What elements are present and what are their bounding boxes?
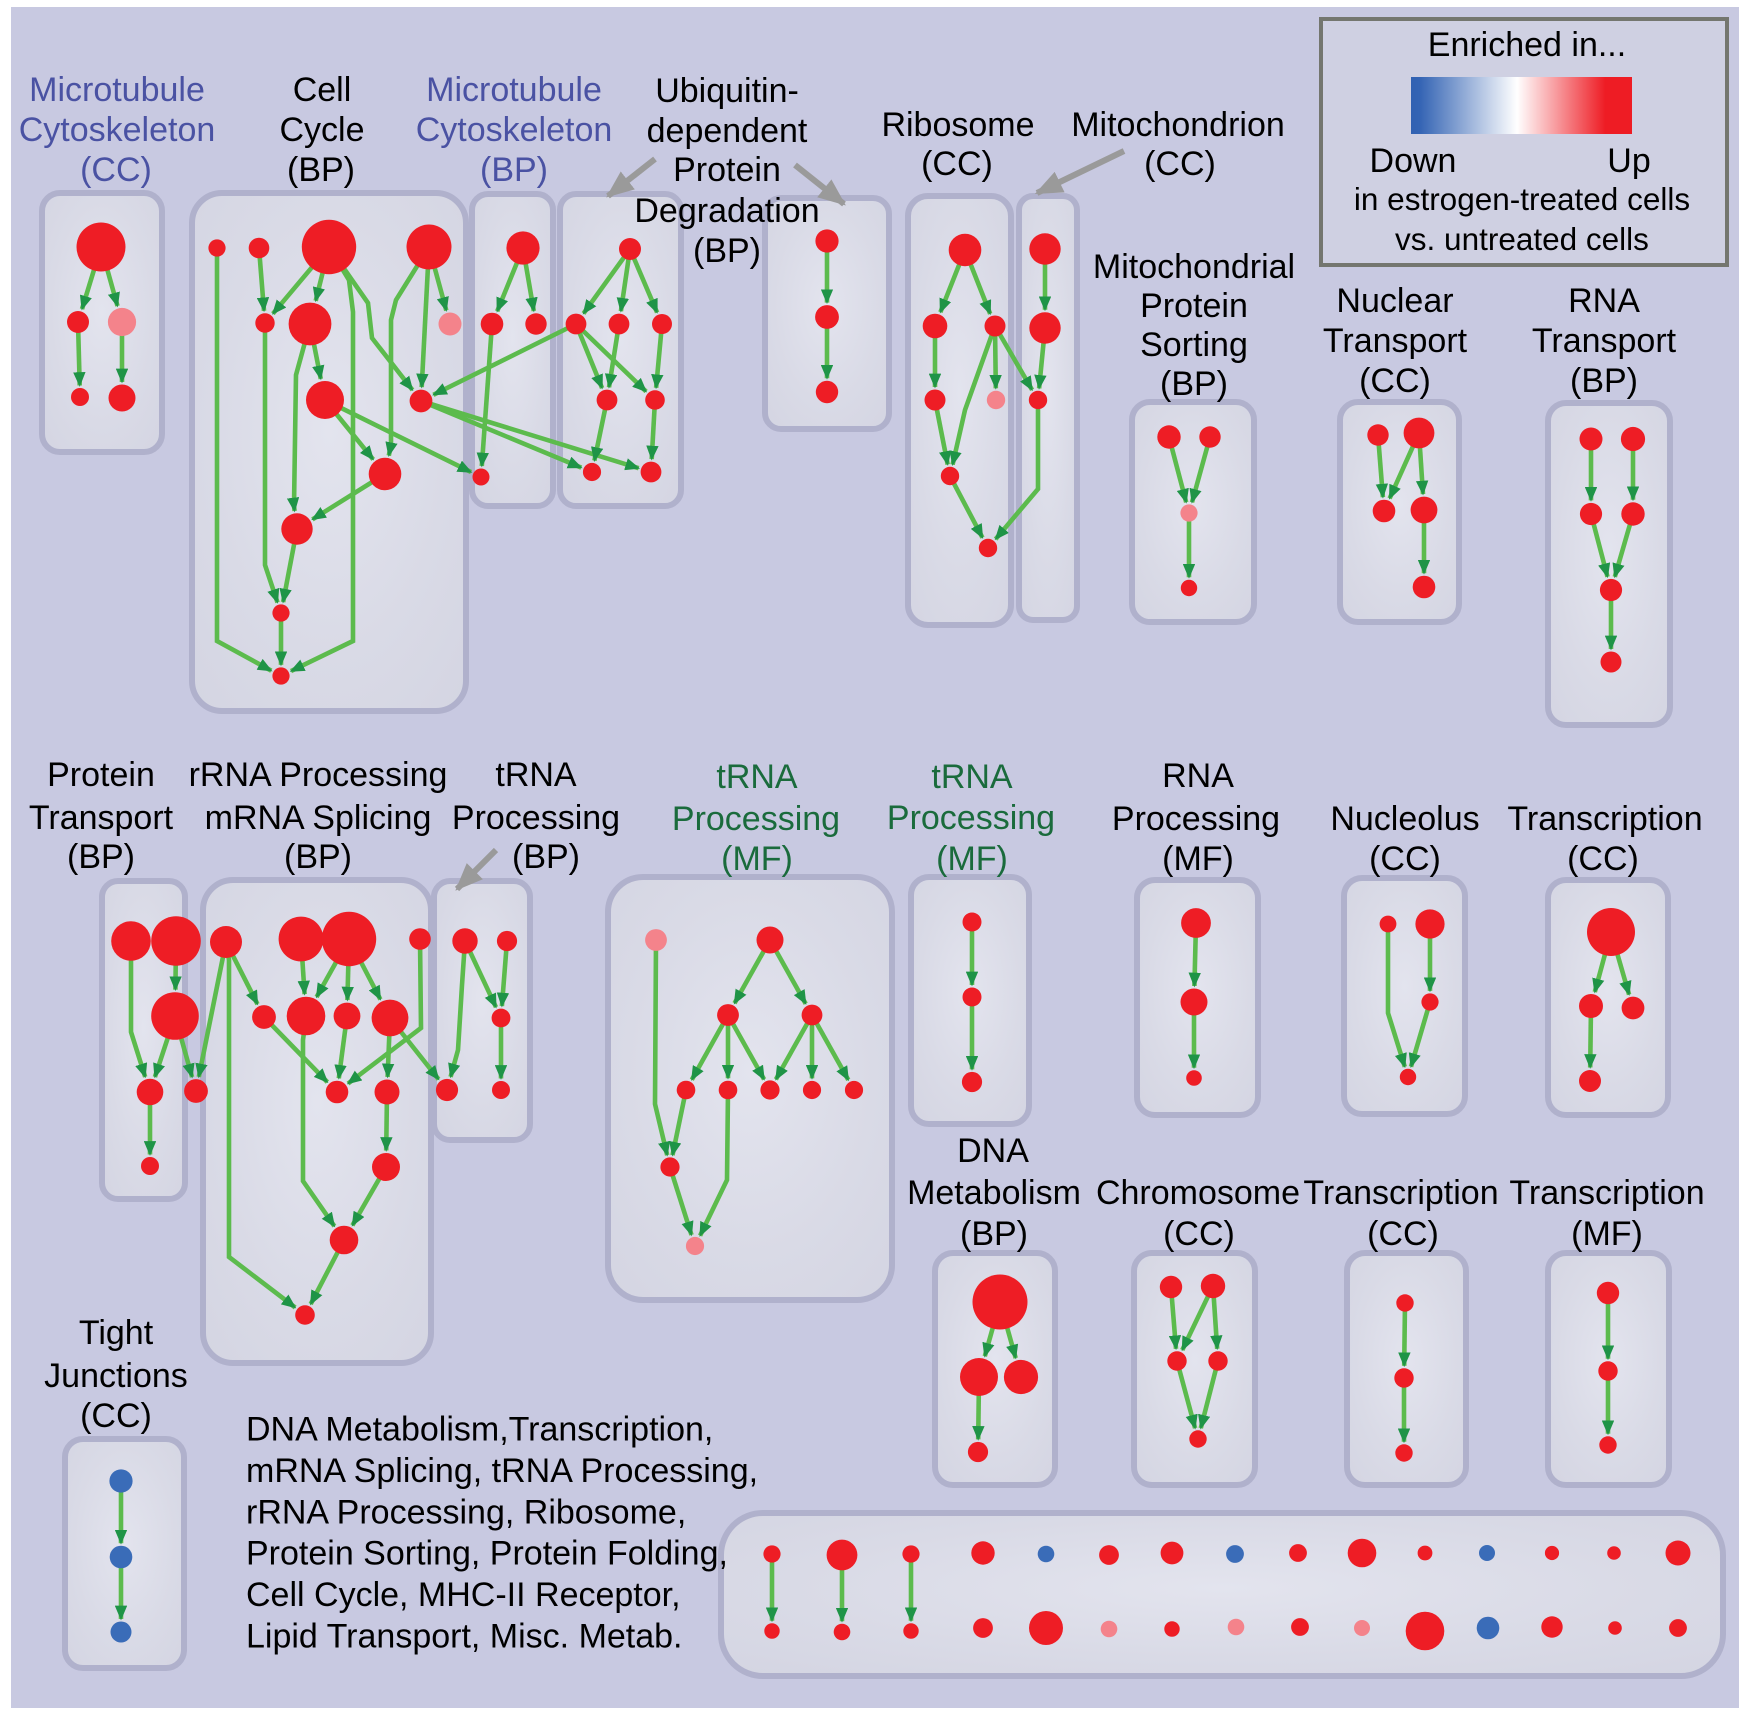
svg-text:Protein Sorting, Protein Foldi: Protein Sorting, Protein Folding, [246, 1535, 728, 1573]
svg-text:(MF): (MF) [1571, 1215, 1643, 1253]
svg-text:(CC): (CC) [921, 145, 993, 183]
svg-text:Processing: Processing [672, 800, 840, 838]
svg-text:Transport: Transport [29, 799, 174, 837]
svg-text:(MF): (MF) [936, 840, 1008, 878]
svg-text:Mitochondrial: Mitochondrial [1093, 248, 1295, 286]
svg-text:(CC): (CC) [1144, 145, 1216, 183]
svg-text:Protein: Protein [673, 151, 781, 189]
svg-text:(CC): (CC) [1567, 840, 1639, 878]
svg-text:(BP): (BP) [1160, 365, 1228, 403]
svg-text:Sorting: Sorting [1140, 326, 1248, 364]
svg-text:vs. untreated cells: vs. untreated cells [1395, 221, 1649, 257]
svg-text:DNA: DNA [957, 1132, 1029, 1170]
svg-text:DNA Metabolism,Transcription,: DNA Metabolism,Transcription, [246, 1411, 713, 1449]
svg-text:Junctions: Junctions [44, 1357, 188, 1395]
svg-text:(MF): (MF) [1162, 840, 1234, 878]
svg-text:Transcription: Transcription [1509, 1174, 1704, 1212]
svg-text:(BP): (BP) [284, 838, 352, 876]
svg-text:Transport: Transport [1532, 322, 1677, 360]
svg-text:Microtubule: Microtubule [426, 71, 602, 109]
svg-text:tRNA: tRNA [931, 758, 1013, 796]
svg-text:Cell Cycle, MHC-II Receptor,: Cell Cycle, MHC-II Receptor, [246, 1576, 681, 1614]
svg-text:Chromosome: Chromosome [1096, 1174, 1300, 1212]
svg-text:Enriched in...: Enriched in... [1428, 26, 1626, 64]
svg-text:Lipid Transport, Misc. Metab.: Lipid Transport, Misc. Metab. [246, 1618, 683, 1656]
svg-text:Nucleolus: Nucleolus [1330, 800, 1479, 838]
svg-text:Cycle: Cycle [279, 111, 364, 149]
svg-text:(BP): (BP) [480, 151, 548, 189]
svg-text:Up: Up [1607, 142, 1650, 180]
svg-text:in estrogen-treated cells: in estrogen-treated cells [1354, 181, 1690, 217]
svg-text:Mitochondrion: Mitochondrion [1071, 106, 1285, 144]
svg-text:Nuclear: Nuclear [1336, 282, 1453, 320]
svg-text:rRNA Processing: rRNA Processing [189, 756, 448, 794]
svg-text:(MF): (MF) [721, 840, 793, 878]
svg-text:Transcription: Transcription [1303, 1174, 1498, 1212]
svg-text:(BP): (BP) [67, 838, 135, 876]
svg-text:rRNA Processing, Ribosome,: rRNA Processing, Ribosome, [246, 1493, 686, 1531]
svg-text:Transcription: Transcription [1507, 800, 1702, 838]
svg-text:Processing: Processing [452, 799, 620, 837]
svg-text:Degradation: Degradation [634, 192, 819, 230]
svg-text:tRNA: tRNA [495, 756, 577, 794]
svg-text:mRNA Splicing, tRNA Processing: mRNA Splicing, tRNA Processing, [246, 1452, 758, 1490]
svg-text:Metabolism: Metabolism [907, 1174, 1081, 1212]
svg-text:tRNA: tRNA [716, 758, 798, 796]
svg-text:Ribosome: Ribosome [881, 106, 1034, 144]
svg-text:Protein: Protein [47, 756, 155, 794]
svg-text:Cytoskeleton: Cytoskeleton [19, 111, 216, 149]
svg-text:Ubiquitin-: Ubiquitin- [655, 72, 799, 110]
svg-text:Cell: Cell [293, 71, 352, 109]
svg-text:mRNA Splicing: mRNA Splicing [205, 799, 432, 837]
svg-text:(BP): (BP) [512, 838, 580, 876]
svg-text:Transport: Transport [1323, 322, 1468, 360]
svg-text:Cytoskeleton: Cytoskeleton [416, 111, 613, 149]
svg-text:(CC): (CC) [1163, 1215, 1235, 1253]
svg-text:(CC): (CC) [1367, 1215, 1439, 1253]
svg-text:RNA: RNA [1568, 282, 1640, 320]
svg-text:Protein: Protein [1140, 287, 1248, 325]
svg-text:Processing: Processing [1112, 800, 1280, 838]
svg-text:(CC): (CC) [80, 151, 152, 189]
svg-text:RNA: RNA [1162, 757, 1234, 795]
svg-text:Microtubule: Microtubule [29, 71, 205, 109]
svg-text:(BP): (BP) [960, 1215, 1028, 1253]
svg-text:(BP): (BP) [1570, 362, 1638, 400]
svg-text:Down: Down [1370, 142, 1457, 180]
svg-text:Tight: Tight [79, 1314, 154, 1352]
svg-text:(CC): (CC) [1359, 362, 1431, 400]
svg-text:(BP): (BP) [693, 232, 761, 270]
svg-text:(BP): (BP) [287, 151, 355, 189]
svg-text:Processing: Processing [887, 799, 1055, 837]
svg-text:dependent: dependent [647, 112, 808, 150]
svg-text:(CC): (CC) [80, 1397, 152, 1435]
svg-text:(CC): (CC) [1369, 840, 1441, 878]
